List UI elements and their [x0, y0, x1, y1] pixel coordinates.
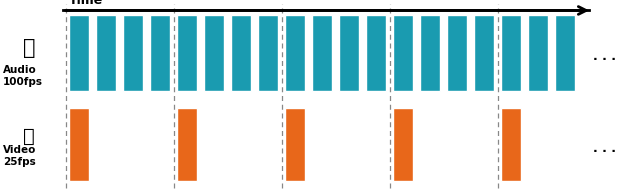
Bar [394, 15, 413, 91]
Bar [501, 15, 521, 91]
Bar [177, 15, 196, 91]
Bar [96, 15, 116, 91]
Bar [123, 15, 143, 91]
Text: 🔊: 🔊 [22, 37, 35, 58]
Bar [366, 15, 386, 91]
Bar [69, 108, 88, 180]
Bar [394, 108, 413, 180]
Text: 🎞: 🎞 [23, 127, 35, 146]
Bar [501, 108, 521, 180]
Text: . . .: . . . [593, 51, 616, 63]
Bar [285, 108, 305, 180]
Bar [474, 15, 494, 91]
Text: . . .: . . . [593, 142, 616, 154]
Bar [339, 15, 358, 91]
Bar [312, 15, 332, 91]
Bar [150, 15, 170, 91]
Bar [204, 15, 223, 91]
Bar [258, 15, 278, 91]
Bar [529, 15, 548, 91]
Bar [69, 15, 88, 91]
Bar [556, 15, 575, 91]
Bar [420, 15, 440, 91]
Bar [177, 108, 196, 180]
Text: Time: Time [69, 0, 104, 7]
Bar [447, 15, 467, 91]
Text: Audio
100fps: Audio 100fps [3, 65, 44, 87]
Text: Video
25fps: Video 25fps [3, 145, 36, 167]
Bar [285, 15, 305, 91]
Bar [231, 15, 251, 91]
